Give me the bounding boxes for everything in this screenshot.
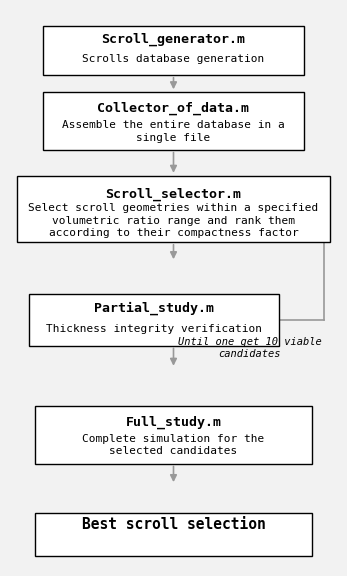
Text: Full_study.m: Full_study.m	[126, 415, 221, 429]
Text: Collector_of_data.m: Collector_of_data.m	[98, 101, 249, 115]
FancyBboxPatch shape	[43, 26, 304, 75]
FancyBboxPatch shape	[35, 406, 312, 464]
FancyBboxPatch shape	[35, 513, 312, 556]
FancyBboxPatch shape	[43, 92, 304, 150]
FancyBboxPatch shape	[29, 294, 279, 346]
Text: Select scroll geometries within a specified
volumetric ratio range and rank them: Select scroll geometries within a specif…	[28, 203, 319, 238]
FancyBboxPatch shape	[17, 176, 330, 242]
Text: Assemble the entire database in a
single file: Assemble the entire database in a single…	[62, 120, 285, 142]
Text: Thickness integrity verification: Thickness integrity verification	[46, 324, 262, 334]
Text: Until one get 10 viable
candidates: Until one get 10 viable candidates	[178, 337, 322, 359]
Text: Scroll_selector.m: Scroll_selector.m	[105, 188, 242, 201]
Text: Complete simulation for the
selected candidates: Complete simulation for the selected can…	[82, 434, 265, 456]
Text: Partial_study.m: Partial_study.m	[94, 302, 214, 315]
Text: Scrolls database generation: Scrolls database generation	[82, 54, 265, 64]
Text: Best scroll selection: Best scroll selection	[82, 517, 265, 532]
Text: Scroll_generator.m: Scroll_generator.m	[102, 33, 245, 46]
